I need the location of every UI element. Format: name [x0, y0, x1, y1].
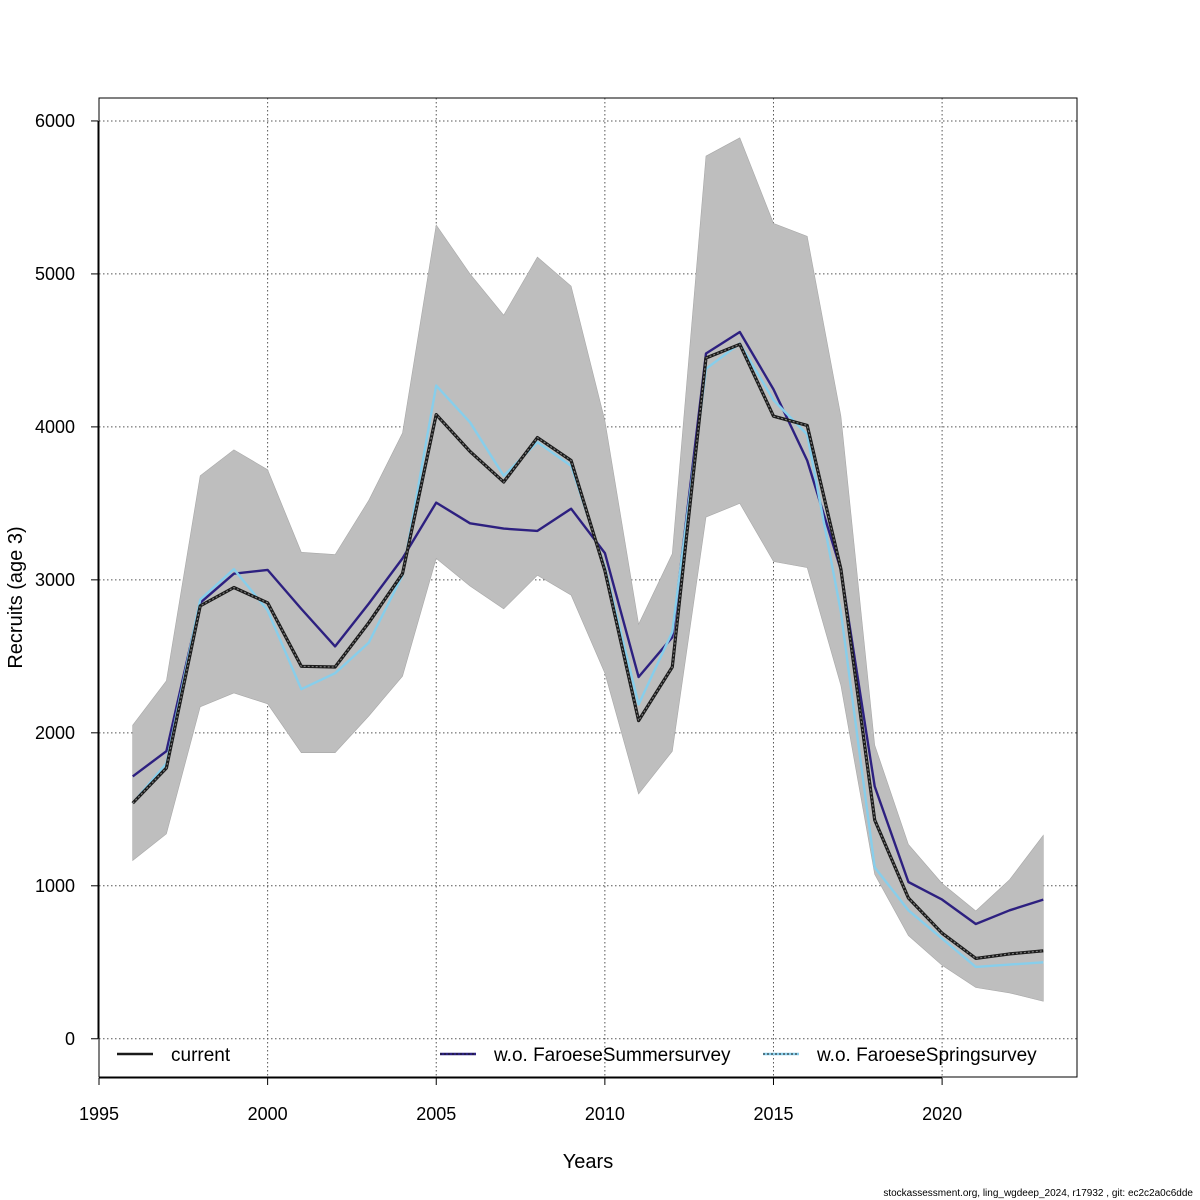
series-line-w-o-faroesesummersurvey — [131, 330, 1044, 926]
x-tick-label-2000: 2000 — [248, 1104, 288, 1124]
legend-label-current: current — [171, 1045, 231, 1066]
legend-label-w-o-faroesespringsurvey: w.o. FaroeseSpringsurvey — [816, 1045, 1037, 1066]
legend: current w.o. FaroeseSummersurvey w.o. Faro… — [117, 1045, 1037, 1066]
y-tick-label-1000: 1000 — [35, 876, 75, 896]
legend-label-w-o-faroesesummersurvey: w.o. FaroeseSummersurvey — [493, 1045, 731, 1066]
y-tick-label-0: 0 — [65, 1029, 75, 1049]
series-line-current-dash — [132, 343, 1044, 960]
y-tick-label-5000: 5000 — [35, 264, 75, 284]
x-tick-label-2005: 2005 — [416, 1104, 456, 1124]
y-tick-label-4000: 4000 — [35, 417, 75, 437]
plot-frame — [98, 97, 1078, 1078]
y-tick-label-6000: 6000 — [35, 111, 75, 131]
x-axis: 1995 2000 2005 2010 2015 2020 — [79, 1077, 962, 1124]
x-tick-label-1995: 1995 — [79, 1104, 119, 1124]
y-tick-label-3000: 3000 — [35, 570, 75, 590]
x-tick-label-2015: 2015 — [753, 1104, 793, 1124]
x-tick-label-2010: 2010 — [585, 1104, 625, 1124]
confidence-band-layer — [132, 137, 1044, 1002]
y-axis: 0 1000 2000 3000 4000 5000 6000 — [35, 111, 99, 1049]
series-layer — [131, 330, 1044, 969]
x-tick-label-2020: 2020 — [922, 1104, 962, 1124]
x-axis-title: Years — [563, 1151, 613, 1173]
footer-text: stockassessment.org, ling_wgdeep_2024, r… — [883, 1188, 1193, 1199]
y-tick-label-2000: 2000 — [35, 723, 75, 743]
confidence-band — [132, 137, 1044, 1002]
y-axis-title: Recruits (age 3) — [5, 526, 27, 668]
